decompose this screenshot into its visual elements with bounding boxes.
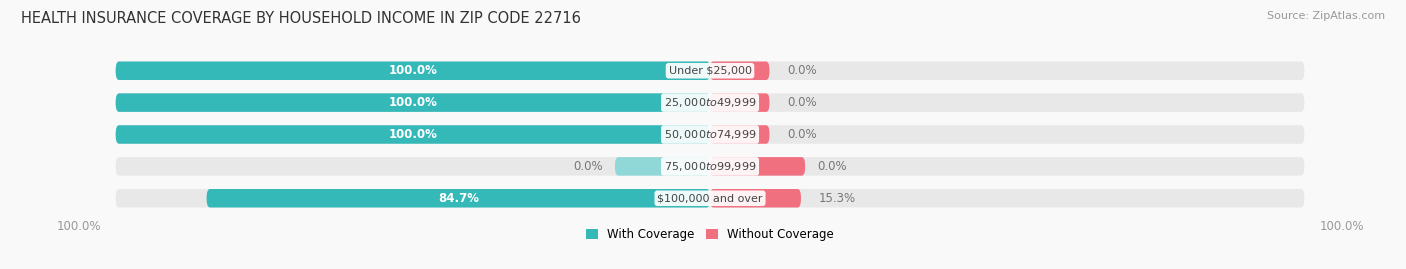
Text: 100.0%: 100.0% xyxy=(388,128,437,141)
Text: 100.0%: 100.0% xyxy=(56,220,101,233)
FancyBboxPatch shape xyxy=(710,189,801,207)
Text: Under $25,000: Under $25,000 xyxy=(668,66,752,76)
FancyBboxPatch shape xyxy=(115,125,1305,144)
Text: $25,000 to $49,999: $25,000 to $49,999 xyxy=(664,96,756,109)
Text: 15.3%: 15.3% xyxy=(818,192,856,205)
Text: $50,000 to $74,999: $50,000 to $74,999 xyxy=(664,128,756,141)
Text: Source: ZipAtlas.com: Source: ZipAtlas.com xyxy=(1267,11,1385,21)
Text: 0.0%: 0.0% xyxy=(787,64,817,77)
FancyBboxPatch shape xyxy=(115,125,710,144)
FancyBboxPatch shape xyxy=(614,157,710,176)
FancyBboxPatch shape xyxy=(710,62,769,80)
Text: 100.0%: 100.0% xyxy=(388,64,437,77)
Text: HEALTH INSURANCE COVERAGE BY HOUSEHOLD INCOME IN ZIP CODE 22716: HEALTH INSURANCE COVERAGE BY HOUSEHOLD I… xyxy=(21,11,581,26)
Text: $100,000 and over: $100,000 and over xyxy=(657,193,763,203)
FancyBboxPatch shape xyxy=(207,189,710,207)
Text: 0.0%: 0.0% xyxy=(574,160,603,173)
FancyBboxPatch shape xyxy=(710,157,806,176)
FancyBboxPatch shape xyxy=(710,125,769,144)
FancyBboxPatch shape xyxy=(115,157,1305,176)
Text: 84.7%: 84.7% xyxy=(437,192,479,205)
Text: 0.0%: 0.0% xyxy=(787,96,817,109)
Text: $75,000 to $99,999: $75,000 to $99,999 xyxy=(664,160,756,173)
Text: 100.0%: 100.0% xyxy=(1319,220,1364,233)
FancyBboxPatch shape xyxy=(115,189,1305,207)
FancyBboxPatch shape xyxy=(115,93,710,112)
Text: 0.0%: 0.0% xyxy=(787,128,817,141)
Text: 0.0%: 0.0% xyxy=(817,160,846,173)
FancyBboxPatch shape xyxy=(115,62,710,80)
Legend: With Coverage, Without Coverage: With Coverage, Without Coverage xyxy=(581,223,839,246)
FancyBboxPatch shape xyxy=(115,62,1305,80)
FancyBboxPatch shape xyxy=(710,93,769,112)
FancyBboxPatch shape xyxy=(115,93,1305,112)
Text: 100.0%: 100.0% xyxy=(388,96,437,109)
